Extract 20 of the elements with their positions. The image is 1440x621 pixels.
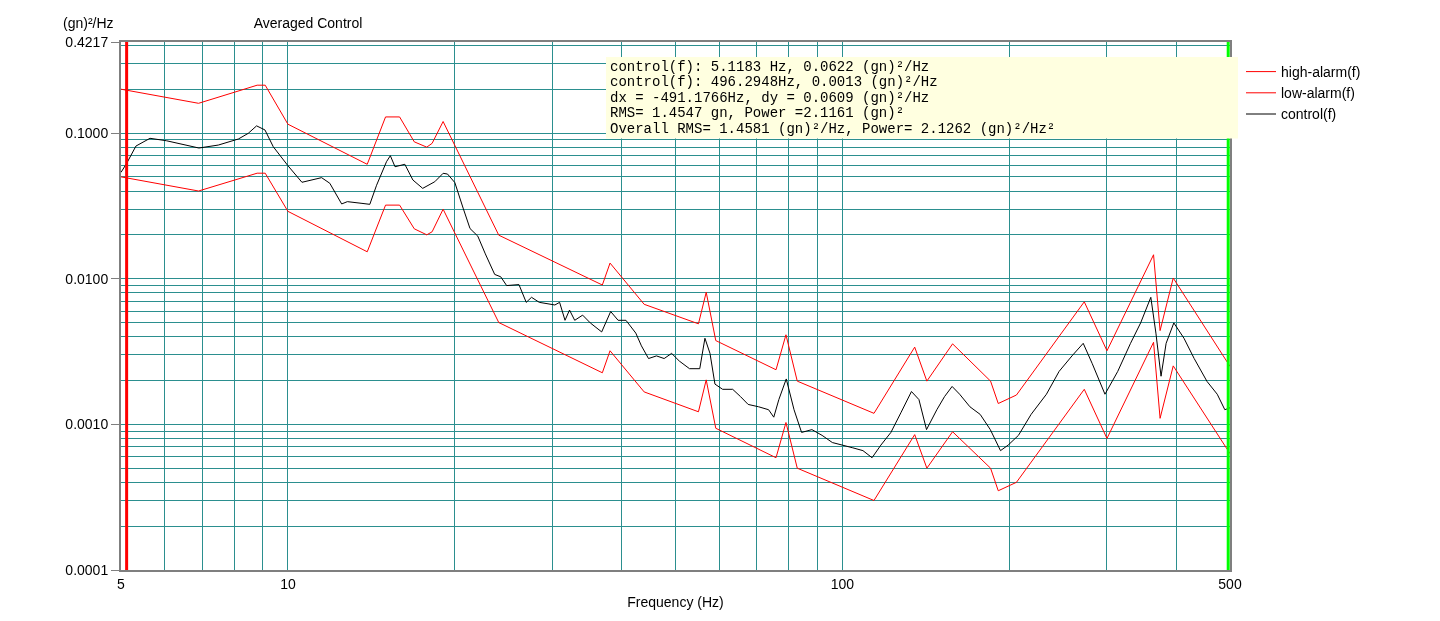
x-tick-label: 5 (117, 575, 126, 592)
x-tick-label: 100 (830, 575, 855, 592)
annotation: RMS= 1.4547 gn, Power =2.1161 (gn)² (610, 105, 905, 121)
y-tick-label: 0.4217 (65, 33, 109, 50)
x-axis-title: Frequency (Hz) (627, 593, 724, 610)
annotation: Overall RMS= 1.4581 (gn)²/Hz, Power= 2.1262 (gn)²/Hz² (610, 121, 1056, 137)
legend-label: control(f) (1281, 106, 1337, 123)
legend-label: high-alarm(f) (1281, 64, 1361, 81)
y-axis-title: (gn)²/Hz (63, 15, 114, 31)
y-tick-label: 0.1000 (65, 124, 109, 141)
y-tick-label: 0.0100 (65, 270, 109, 287)
y-tick-label: 0.0001 (65, 561, 109, 578)
legend-label: low-alarm(f) (1281, 85, 1355, 102)
annotation: control(f): 496.2948Hz, 0.0013 (gn)²/Hz (610, 74, 938, 90)
chart-title: Averaged Control (253, 14, 363, 31)
annotation: control(f): 5.1183 Hz, 0.0622 (gn)²/Hz (610, 59, 930, 75)
x-tick-label: 500 (1218, 575, 1242, 592)
annotation: dx = -491.1766Hz, dy = 0.0609 (gn)²/Hz (610, 90, 930, 106)
x-tick-label: 10 (280, 575, 296, 592)
y-tick-label: 0.0010 (65, 416, 109, 433)
